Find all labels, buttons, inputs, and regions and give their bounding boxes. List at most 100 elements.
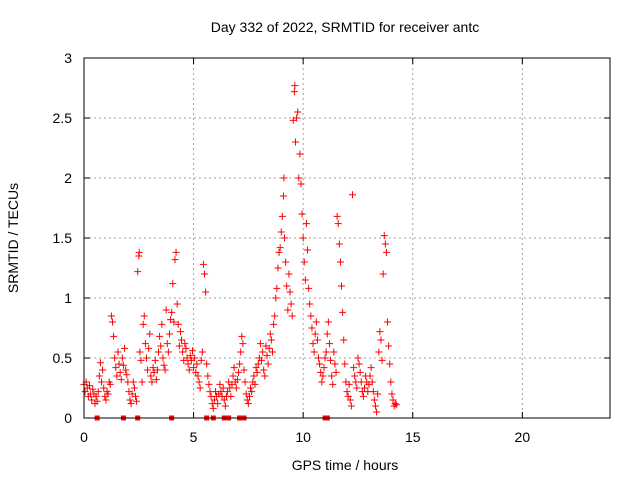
data-point [285,270,293,278]
data-point [233,376,241,384]
data-point [256,340,264,348]
data-point [236,360,244,368]
data-point [98,378,106,386]
data-point [171,256,179,264]
data-point [111,354,119,362]
data-point [165,330,173,338]
data-point [311,330,319,338]
data-point [258,356,266,364]
data-point [99,366,107,374]
data-point [104,390,112,398]
data-point [315,354,323,362]
data-point [263,352,271,360]
data-point [188,347,196,355]
data-point [340,336,348,344]
data-point [320,364,328,372]
data-point [359,392,367,400]
data-point [157,342,165,350]
data-point [235,368,243,376]
data-point [379,270,387,278]
data-point [155,348,163,356]
data-point [271,312,279,320]
data-point [346,396,354,404]
data-point [283,282,291,290]
data-point [164,348,172,356]
data-point [319,372,327,380]
data-point [321,354,329,362]
data-point [181,340,189,348]
data-point [151,356,159,364]
data-point [232,384,240,392]
data-point [210,396,218,404]
data-point [376,328,384,336]
data-point [275,248,283,256]
data-point [205,380,213,388]
data-point [354,354,362,362]
data-point [237,348,245,356]
data-point [174,320,182,328]
data-point [219,384,227,392]
data-point [201,270,209,278]
data-point [329,380,337,388]
data-point [153,366,161,374]
data-point [149,364,157,372]
data-point [138,378,146,386]
data-point [172,248,180,256]
data-point [238,332,246,340]
data-point [195,378,203,386]
data-point [287,300,295,308]
data-point [253,368,261,376]
data-point [344,392,352,400]
data-point [331,360,339,368]
data-point [333,212,341,220]
data-point [230,364,238,372]
data-point [312,318,320,326]
data-point [298,210,306,218]
data-point [132,392,140,400]
data-point [158,320,166,328]
data-point [259,348,267,356]
data-point [221,402,229,410]
data-point [290,88,298,96]
data-point [160,361,168,369]
data-point [250,372,258,380]
y-tick-label: 2.5 [53,110,73,126]
data-point [370,396,378,404]
data-point [284,306,292,314]
data-point [297,180,305,188]
data-point [107,312,115,320]
data-point [310,348,318,356]
data-point [270,320,278,328]
data-point [318,378,326,386]
data-point [203,360,211,368]
data-point [178,336,186,344]
data-point [330,348,338,356]
data-point [118,354,126,362]
data-point [198,348,206,356]
data-point [173,300,181,308]
data-point [93,397,101,405]
data-point [385,342,393,350]
data-point [302,220,310,228]
data-point [339,308,347,316]
x-axis-label: GPS time / hours [292,457,399,473]
x-tick-label: 15 [405,429,421,445]
data-point [136,348,144,356]
data-point [190,364,198,372]
data-point [239,340,247,348]
data-point [288,312,296,320]
data-point [121,344,129,352]
data-point [115,360,123,368]
data-point [366,372,374,380]
data-point [175,342,183,350]
data-point [224,388,232,396]
data-point [252,364,260,372]
data-point [191,354,199,362]
data-point [251,380,259,388]
data-point [248,388,256,396]
data-point [135,248,143,256]
data-point [382,248,390,256]
data-point [196,384,204,392]
data-point [334,220,342,228]
data-point [81,388,89,396]
